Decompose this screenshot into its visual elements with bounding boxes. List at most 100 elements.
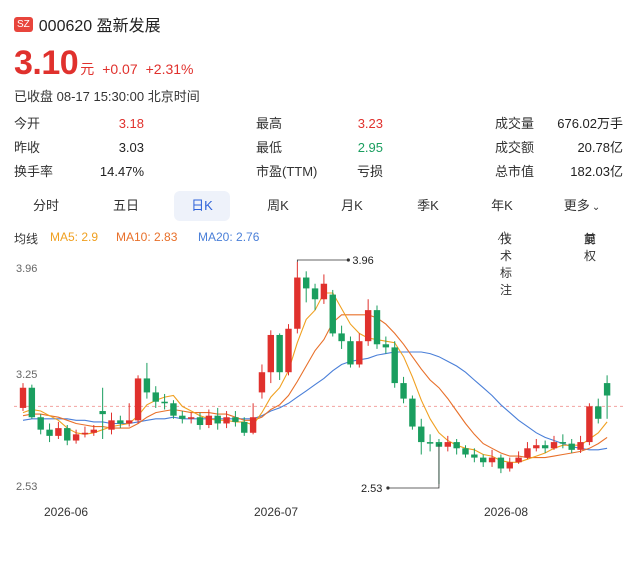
candle-body — [152, 392, 159, 402]
candle-body — [134, 378, 142, 421]
candle-body — [391, 347, 398, 384]
candle-body — [506, 462, 513, 469]
candle-body — [320, 283, 328, 300]
candle-body — [550, 442, 558, 449]
candle-body — [72, 434, 80, 441]
stat-value-turnover: 14.47% — [99, 164, 144, 179]
candle-body — [303, 277, 310, 289]
stats-column-3: 成交量 676.02万手 成交额 20.78亿 总市值 182.03亿 — [495, 112, 623, 184]
technical-annotation-label: 技术标注 — [500, 232, 513, 297]
candle-body — [595, 406, 602, 419]
candle-body — [55, 428, 62, 436]
stat-label: 换手率 — [14, 164, 54, 179]
stat-value-high: 3.23 — [357, 116, 383, 131]
candle-body — [338, 333, 345, 342]
candle-body — [515, 457, 522, 463]
ma10-line — [22, 314, 608, 459]
stat-value-amount: 20.78亿 — [577, 140, 623, 155]
y-tick-label: 2.53 — [16, 481, 37, 493]
candle-body — [364, 310, 372, 342]
candle-body — [603, 383, 611, 396]
stat-label: 市盈(TTM) — [256, 164, 318, 179]
price-unit: 元 — [80, 61, 95, 77]
x-date-label: 2026-06 — [44, 505, 88, 519]
high-annotation-dot — [346, 258, 350, 262]
candle-body — [276, 334, 283, 373]
stat-label: 昨收 — [14, 140, 41, 155]
stat-value-volume: 676.02万手 — [557, 116, 623, 131]
x-date-label: 2026-07 — [254, 505, 298, 519]
adjust-prefix: 前 — [584, 232, 597, 246]
stats-column-1: 今开 3.18 昨收 3.03 换手率 14.47% — [14, 112, 144, 184]
candle-body — [117, 420, 124, 424]
stat-value-open: 3.18 — [118, 116, 144, 131]
candle-body — [108, 420, 115, 430]
candle-body — [577, 442, 584, 450]
ma10-value: MA10: 2.83 — [116, 230, 178, 244]
candle-body — [347, 341, 354, 365]
candle-body — [223, 417, 230, 424]
stat-label: 总市值 — [495, 164, 535, 179]
candle-body — [37, 417, 44, 430]
ma20-value: MA20: 2.76 — [198, 230, 260, 244]
candle-body — [541, 445, 549, 449]
tab-five-day[interactable]: 五日 — [112, 198, 139, 213]
indicator-row: 均线 MA5: 2.9 MA10: 2.83 MA20: 2.76 ∕∖ 技术标注… — [14, 230, 626, 297]
low-price-annotation: 2.53 — [361, 483, 382, 495]
candle-body — [196, 417, 204, 426]
tab-quarterly-k[interactable]: 季K — [417, 198, 439, 213]
candle-body — [294, 277, 301, 329]
candle-body — [418, 426, 425, 443]
candle-body — [19, 387, 27, 408]
candle-body — [480, 457, 487, 463]
candle-body — [46, 429, 53, 436]
candle-body — [205, 415, 213, 426]
candle-body — [126, 420, 133, 424]
candle-body — [524, 448, 531, 458]
low-annotation-dot — [386, 486, 390, 490]
candle-body — [249, 417, 257, 433]
candle-body — [444, 442, 451, 447]
tab-more-label: 更多 — [563, 198, 590, 213]
candle-body — [81, 432, 89, 435]
x-date-label: 2026-08 — [484, 505, 528, 519]
candle-body — [99, 411, 106, 415]
candle-body — [214, 415, 221, 424]
tab-yearly-k[interactable]: 年K — [491, 198, 513, 213]
candlestick-chart[interactable]: 3.96 3.25 2.53 2026-06 2026-07 2026-08 3… — [0, 250, 638, 530]
candle-body — [311, 288, 319, 300]
stat-label: 最低 — [256, 140, 283, 155]
tab-monthly-k[interactable]: 月K — [341, 198, 363, 213]
candle-body — [559, 442, 567, 444]
candle-body — [382, 344, 390, 348]
tab-daily-k[interactable]: 日K — [174, 191, 230, 221]
price-change-percent: +2.31% — [145, 61, 194, 77]
candle-body — [568, 443, 575, 450]
candle-body — [488, 457, 496, 463]
candle-body — [462, 448, 469, 455]
trend-icon: ∕∖ — [500, 231, 509, 243]
ma5-value: MA5: 2.9 — [50, 230, 99, 244]
stock-header: SZ 000620 盈新发展 — [14, 12, 161, 36]
ma20-line — [22, 351, 608, 451]
tab-more[interactable]: 更多 ⌄ — [552, 191, 612, 221]
stat-value-low: 2.95 — [357, 140, 383, 155]
candle-body — [409, 398, 416, 427]
candle-body — [179, 415, 186, 419]
tab-intraday[interactable]: 分时 — [32, 198, 59, 213]
price-row: 3.10 元 +0.07 +2.31% — [14, 44, 194, 83]
stock-title[interactable]: 000620 盈新发展 — [38, 18, 161, 35]
candle-body — [497, 457, 505, 469]
stat-label: 成交额 — [495, 140, 535, 155]
adjust-label: 复权 — [584, 232, 597, 263]
candle-body — [28, 387, 36, 418]
tab-weekly-k[interactable]: 周K — [267, 198, 289, 213]
candle-body — [170, 403, 177, 416]
candle-body — [285, 328, 292, 373]
current-price: 3.10 — [14, 44, 79, 82]
stat-label: 今开 — [14, 116, 41, 131]
candle-body — [258, 372, 266, 393]
candle-body — [471, 454, 478, 458]
ma-label[interactable]: 均线 — [14, 232, 39, 246]
